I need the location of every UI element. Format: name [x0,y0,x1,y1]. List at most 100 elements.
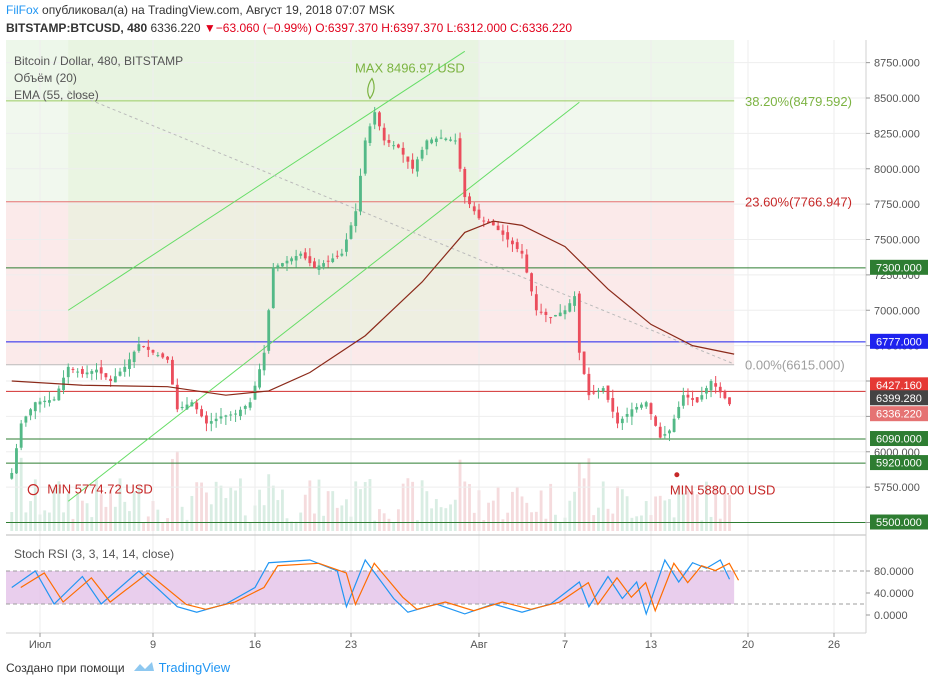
volume-bar [695,494,699,531]
candle-body [582,351,586,374]
candle-body [625,414,629,417]
candle-body [258,369,261,388]
symbol-name: BITSTAMP:BTCUSD, 480 [6,21,148,35]
candle-body [392,145,396,147]
candle-body [611,398,615,412]
volume-bar [354,481,358,531]
candle-body [146,346,150,350]
volume-bar [262,505,266,531]
candle-body [276,265,280,268]
volume-bar [234,490,237,531]
candle-body [700,395,704,400]
candle-body [415,159,419,172]
volume-bar [658,495,662,531]
candle-body [373,112,377,125]
candle-body [345,239,348,252]
min-marker-icon [674,472,680,478]
volume-bar [534,511,538,531]
candle-body [363,140,367,174]
volume-bar [582,478,586,531]
price-label-text: 5920.000 [876,458,922,470]
candle-body [104,373,108,378]
price-label-badge [870,377,928,393]
volume-bar [258,489,261,531]
candle-body [491,221,495,226]
volume-bar [640,515,643,531]
candle-body [294,256,298,261]
candle-body [185,404,189,410]
candle-body [354,211,358,227]
candle-body [728,397,731,405]
fib-label: 0.00%(6615.000) [745,358,845,373]
volume-bar [239,478,242,531]
volume-bar [345,499,348,531]
volume-bar [468,484,471,531]
price-chart[interactable]: 38.20%(8479.592) 23.60%(7766.947) 0.00%(66… [0,0,939,656]
channel-lower [67,101,580,502]
volume-bar [33,479,37,531]
volume-bar [200,482,203,531]
candle-body [723,391,727,399]
author-name[interactable]: FilFox [6,3,39,17]
candle-body [681,395,685,406]
volume-bar [175,451,179,531]
volume-bar [677,487,681,531]
time-tick-label: Июл [29,639,51,651]
candle-body [396,144,400,148]
volume-bar [525,502,529,531]
candle-body [99,367,103,374]
candle-body [113,376,117,383]
channel-upper [67,50,466,311]
candle-body [563,310,567,315]
candle-body [577,293,581,353]
candle-body [285,260,289,264]
tradingview-brand[interactable]: TradingView [158,660,231,675]
candle-body [303,252,307,259]
volume-bar [539,490,543,531]
price-label-text: 6090.000 [876,434,922,446]
volume-bar [48,512,51,531]
volume-bar [308,480,312,531]
candle-body [468,196,471,205]
volume-bar [180,506,184,531]
candle-body [90,371,94,374]
volume-bar [209,504,213,531]
volume-bar [644,501,648,531]
volume-bar [709,516,713,531]
volume-legend: Объём (20) [14,71,77,85]
candle-body [496,225,500,231]
volume-bar [80,500,84,531]
candle-body [29,409,32,416]
volume-bar [620,489,624,531]
candle-body [229,414,233,416]
tradingview-logo-icon[interactable] [133,660,155,677]
candle-body [317,265,321,270]
price-tick-label: 7500.000 [874,235,920,247]
candle-body [308,256,312,264]
volume-bar [15,453,18,531]
price-label-badge [870,431,928,447]
candle-body [57,388,61,401]
volume-bar [331,491,335,531]
price-label-badge [870,259,928,275]
stoch-tick-label: 0.0000 [874,610,908,622]
volume-bar [104,506,108,531]
volume-bar [458,459,462,531]
volume-bar [568,500,572,531]
candle-body [123,366,127,372]
volume-bar [691,491,694,531]
volume-bar [359,489,362,531]
time-tick-label: Авг [470,639,487,651]
volume-bar [723,486,727,531]
volume-bar [577,463,581,531]
candle-body [271,267,275,309]
volume-bar [672,517,676,531]
candle-body [281,263,284,267]
publish-text: опубликовал(а) на TradingView.com, Авгус… [42,3,395,17]
min-label: MIN 5774.72 USD [47,482,153,497]
candle-body [534,294,538,311]
stoch-band [6,571,735,604]
volume-bar [714,486,718,531]
price-label-badge [870,455,928,471]
candle-body [239,409,242,417]
